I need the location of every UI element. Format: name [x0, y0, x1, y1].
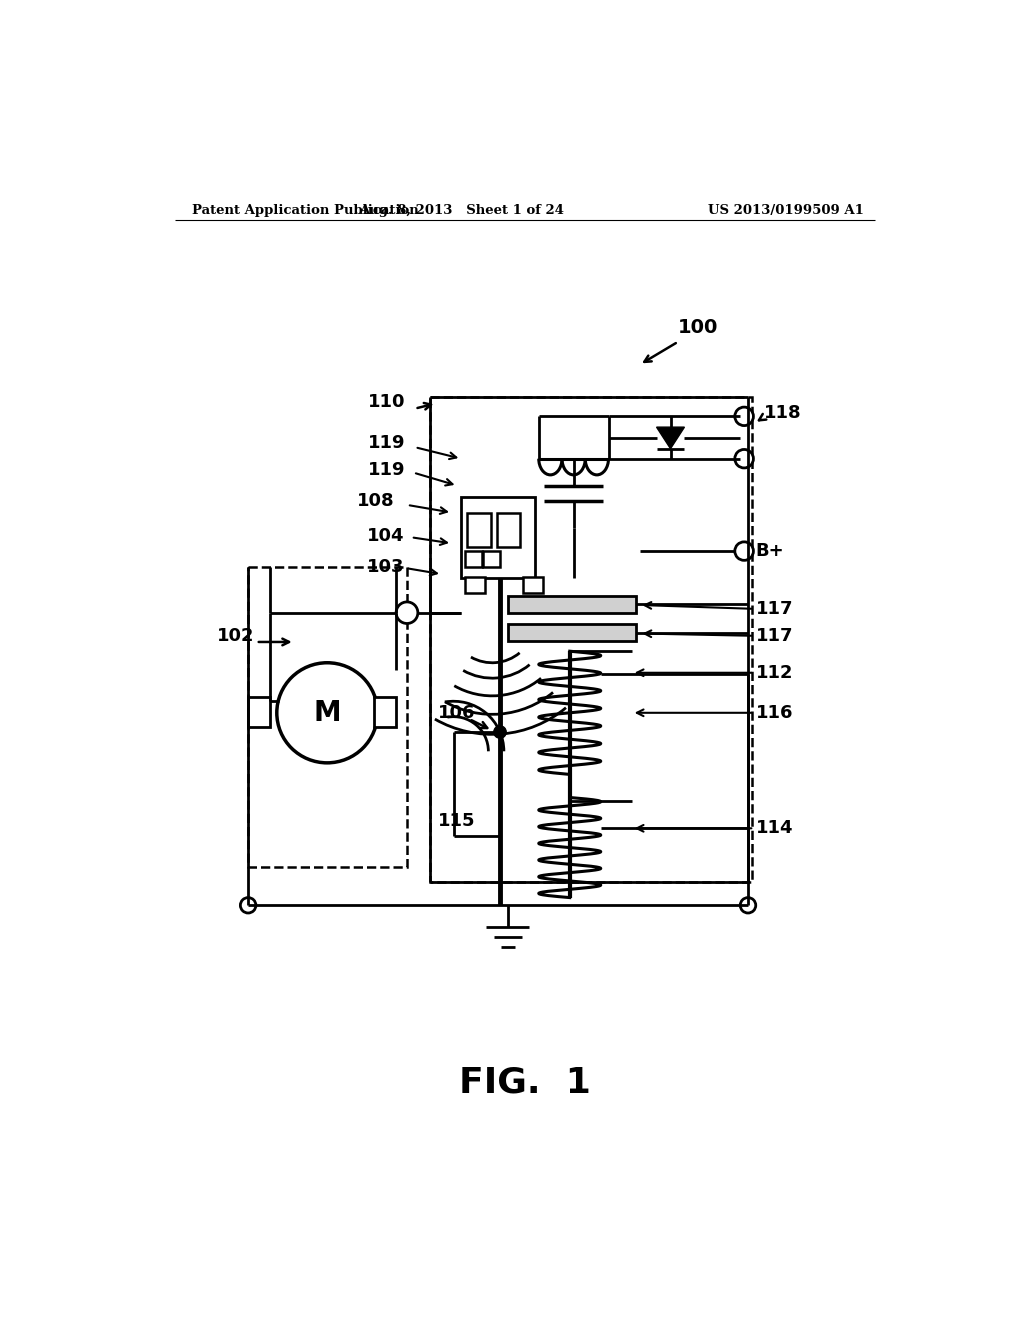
Text: Patent Application Publication: Patent Application Publication	[191, 205, 418, 218]
Circle shape	[396, 602, 418, 623]
Text: 100: 100	[678, 318, 719, 338]
Circle shape	[735, 541, 754, 560]
Bar	[430, 397, 752, 882]
Bar	[483, 552, 500, 566]
Circle shape	[494, 726, 506, 738]
Text: 112: 112	[756, 664, 794, 681]
Circle shape	[735, 407, 754, 425]
Bar	[523, 577, 543, 594]
Polygon shape	[656, 428, 684, 449]
Text: 106: 106	[438, 704, 475, 722]
Text: 108: 108	[356, 492, 394, 510]
Text: B+: B+	[756, 543, 784, 560]
Text: 116: 116	[756, 704, 794, 722]
Bar	[508, 595, 636, 612]
Text: 103: 103	[367, 557, 404, 576]
Text: 102: 102	[217, 627, 255, 644]
Bar	[497, 512, 520, 548]
Circle shape	[276, 663, 378, 763]
Text: 110: 110	[369, 393, 406, 411]
Text: 119: 119	[369, 461, 406, 479]
Text: 118: 118	[764, 404, 801, 421]
Bar	[465, 552, 482, 566]
Text: 104: 104	[367, 527, 404, 545]
Text: US 2013/0199509 A1: US 2013/0199509 A1	[709, 205, 864, 218]
Text: FIG.  1: FIG. 1	[459, 1065, 591, 1100]
Bar	[467, 512, 490, 548]
Text: Aug. 8, 2013   Sheet 1 of 24: Aug. 8, 2013 Sheet 1 of 24	[358, 205, 564, 218]
Circle shape	[735, 449, 754, 469]
Text: 115: 115	[438, 812, 475, 829]
Circle shape	[740, 898, 756, 913]
Text: 114: 114	[756, 820, 794, 837]
Circle shape	[241, 898, 256, 913]
Bar	[465, 577, 484, 594]
Bar	[461, 498, 535, 578]
Text: 117: 117	[756, 599, 794, 618]
Bar	[248, 566, 407, 867]
Bar	[508, 624, 636, 642]
Text: 117: 117	[756, 627, 794, 644]
Bar	[375, 697, 396, 726]
Text: 119: 119	[369, 434, 406, 453]
Text: M: M	[313, 698, 341, 727]
Bar	[248, 697, 270, 726]
